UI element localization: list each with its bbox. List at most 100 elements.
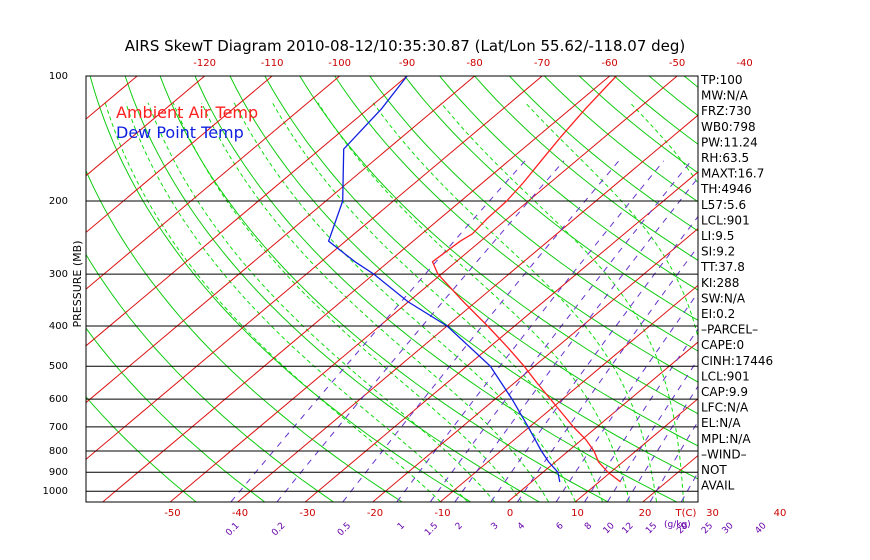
mixing-ratio-line	[555, 291, 698, 502]
legend-dew-point: Dew Point Temp	[116, 123, 244, 142]
mixing-ratio-tick-label: 3	[490, 521, 501, 532]
dry-adiabat-line	[299, 76, 698, 415]
top-temp-tick-label: -50	[669, 58, 685, 69]
top-temp-tick-label: -120	[193, 58, 216, 69]
bottom-temp-tick-label: -20	[367, 508, 383, 519]
isotherm-line	[305, 171, 698, 502]
index-value: FRZ:730	[701, 104, 751, 118]
index-value: MW:N/A	[701, 89, 749, 103]
index-value: LI:9.5	[701, 229, 734, 243]
index-value: CAPE:0	[701, 338, 744, 352]
y-axis-label: PRESSURE (MB)	[71, 241, 84, 328]
top-temp-tick-label: -70	[534, 58, 550, 69]
pressure-tick-label: 1000	[43, 486, 68, 497]
mixing-ratio-tick-label: 1	[396, 521, 407, 532]
bottom-temp-tick-label: -50	[164, 508, 180, 519]
isotherm-line	[86, 76, 543, 460]
moist-adiabat-line	[317, 102, 630, 502]
moist-adiabat-line	[233, 102, 576, 502]
isotherm-line	[86, 76, 341, 290]
isotherm-line	[575, 398, 698, 502]
dry-adiabat-line	[369, 76, 698, 352]
index-value: CAP:9.9	[701, 385, 748, 399]
dry-adiabat-line	[86, 327, 265, 502]
index-value: TT:37.8	[700, 260, 745, 274]
dry-adiabat-line	[89, 76, 471, 502]
mixing-ratio-line	[230, 160, 526, 502]
legend-air-temp: Ambient Air Temp	[116, 103, 258, 122]
moist-adiabat-line	[372, 102, 657, 502]
index-value: KI:288	[701, 276, 739, 290]
top-temp-tick-label: -40	[736, 58, 752, 69]
mixing-ratio-tick-label: 4	[516, 521, 527, 532]
index-value: –WIND–	[701, 447, 747, 461]
moist-adiabat-line	[525, 102, 698, 340]
index-value: –PARCEL–	[701, 323, 758, 337]
dry-adiabat-line	[334, 76, 698, 383]
moist-adiabat-line	[440, 102, 684, 502]
dry-adiabat-line	[473, 76, 698, 261]
series-line-dew-point	[327, 76, 561, 483]
top-temp-tick-label: -100	[328, 58, 351, 69]
bottom-temp-tick-label: 10	[571, 508, 584, 519]
index-value: SW:N/A	[701, 291, 746, 305]
dry-adiabat-line	[438, 76, 698, 291]
isotherm-line	[86, 76, 273, 234]
isotherm-line	[102, 76, 611, 502]
dry-adiabat-line	[613, 76, 698, 145]
index-value: CINH:17446	[701, 354, 773, 368]
isotherm-line	[86, 76, 408, 347]
index-value: WB0:798	[701, 120, 756, 134]
pressure-tick-label: 600	[49, 394, 68, 405]
dry-adiabat-line	[543, 76, 698, 203]
isotherm-line	[86, 76, 476, 404]
bottom-axis-label: T(C)	[675, 508, 697, 519]
bottom-temp-tick-label: -40	[232, 508, 248, 519]
bottom-temp-tick-label: 30	[706, 508, 719, 519]
index-value: AVAIL	[701, 479, 735, 493]
index-value: L57:5.6	[701, 198, 746, 212]
index-value: SI:9.2	[701, 245, 735, 259]
isotherm-line	[170, 76, 678, 502]
isotherm-line	[440, 284, 698, 502]
pressure-tick-label: 200	[49, 196, 68, 207]
pressure-tick-label: 700	[49, 422, 68, 433]
isotherm-line	[372, 227, 698, 502]
index-value: LCL:901	[701, 369, 750, 383]
index-value: LCL:901	[701, 213, 750, 227]
mixing-ratio-line	[490, 215, 698, 502]
mixing-ratio-unit-label: (g/kg)	[664, 520, 691, 530]
pressure-tick-label: 500	[49, 361, 68, 372]
isotherm-line	[86, 76, 206, 177]
moist-adiabat-line	[272, 102, 603, 502]
dry-adiabat-line	[124, 76, 540, 502]
index-value: EI:0.2	[701, 307, 735, 321]
grid-layer	[86, 76, 698, 502]
top-temp-tick-label: -110	[261, 58, 284, 69]
index-value: PW:11.24	[701, 135, 758, 149]
moist-adiabat-line	[147, 102, 495, 502]
isotherm-line	[507, 341, 698, 502]
bottom-temp-tick-label: -10	[434, 508, 450, 519]
top-temp-tick-label: -90	[399, 58, 415, 69]
chart-title: AIRS SkewT Diagram 2010-08-12/10:35:30.8…	[125, 37, 686, 55]
dry-adiabat-line	[194, 76, 677, 502]
dry-adiabat-line	[86, 396, 197, 502]
index-value: LFC:N/A	[701, 401, 749, 415]
index-value: EL:N/A	[701, 416, 741, 430]
pressure-tick-label: 300	[49, 269, 68, 280]
dry-adiabat-line	[404, 76, 698, 321]
bottom-temp-tick-label: 0	[507, 508, 513, 519]
dry-adiabat-line	[264, 76, 698, 447]
index-value: RH:63.5	[701, 151, 749, 165]
pressure-tick-label: 900	[49, 467, 68, 478]
mixing-ratio-line	[276, 160, 565, 502]
mixing-ratio-tick-label: 8	[583, 521, 594, 532]
moist-adiabat-line	[201, 102, 549, 502]
mixing-ratio-tick-label: 2	[454, 521, 465, 532]
legend: Ambient Air Temp Dew Point Temp	[116, 103, 258, 142]
index-value: TH:4946	[700, 182, 752, 196]
index-value: NOT	[701, 463, 727, 477]
moist-adiabat-line	[172, 102, 522, 502]
